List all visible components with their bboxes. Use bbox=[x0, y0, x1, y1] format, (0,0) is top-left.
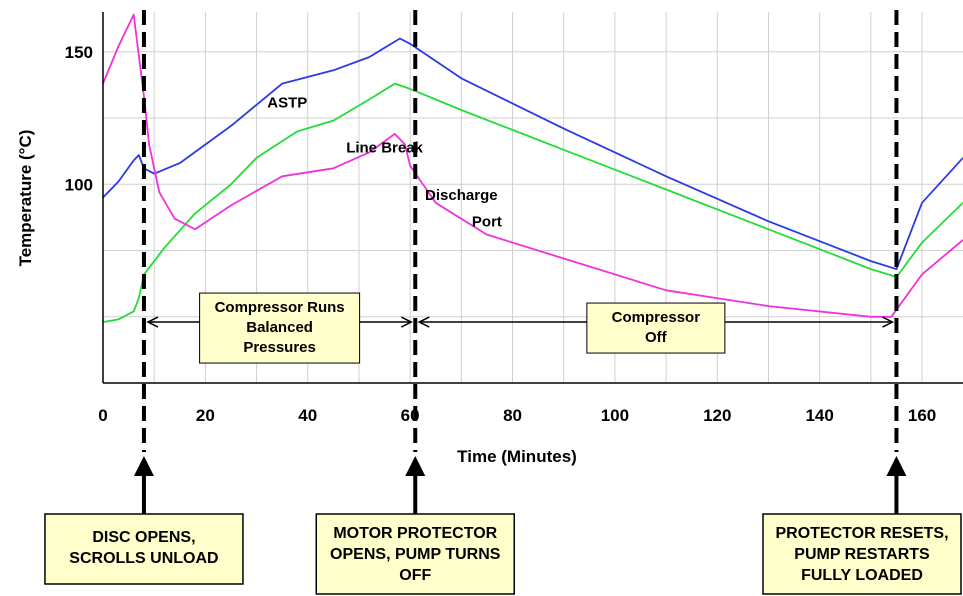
arrow-head bbox=[417, 316, 430, 328]
arrow-head bbox=[882, 316, 895, 328]
x-tick-label: 100 bbox=[601, 406, 629, 425]
series-labels: ASTP Line Break Discharge Port bbox=[267, 94, 502, 230]
span-annotations: Compressor Runs Balanced Pressures Compress… bbox=[146, 292, 895, 364]
grid bbox=[102, 12, 963, 383]
annotation-box bbox=[44, 513, 244, 585]
annotation-text: FULLY LOADED bbox=[801, 567, 923, 584]
up-arrow-head bbox=[886, 456, 907, 476]
span-box-text: Compressor bbox=[612, 309, 701, 326]
series-label: Port bbox=[472, 214, 502, 231]
annotation-text: DISC OPENS, bbox=[92, 529, 195, 546]
event-lines bbox=[141, 10, 899, 452]
series-label: ASTP bbox=[267, 94, 307, 111]
series-label: Discharge bbox=[425, 187, 498, 204]
series-line-2 bbox=[102, 82, 963, 323]
annotation-text: PROTECTOR RESETS, bbox=[775, 525, 948, 542]
x-tick-label: 140 bbox=[805, 406, 833, 425]
x-tick-label: 20 bbox=[196, 406, 215, 425]
series-line-3 bbox=[102, 13, 963, 318]
y-tick-label: 150 bbox=[65, 43, 93, 62]
arrow-head bbox=[146, 316, 159, 328]
annotation-box bbox=[315, 513, 516, 595]
series-label: Line Break bbox=[346, 139, 423, 156]
annotation-text: PUMP RESTARTS bbox=[794, 546, 930, 563]
up-arrow-head bbox=[133, 456, 154, 476]
span-box-text: Balanced bbox=[246, 319, 313, 336]
span-box-text: Off bbox=[645, 329, 668, 346]
series-line-1 bbox=[102, 37, 963, 271]
y-axis-label: Temperature (°C) bbox=[16, 130, 35, 267]
x-tick-label: 120 bbox=[703, 406, 731, 425]
x-tick-label: 0 bbox=[98, 406, 107, 425]
x-axis-label: Time (Minutes) bbox=[457, 447, 577, 466]
annotation-text: MOTOR PROTECTOR bbox=[333, 525, 497, 542]
series-lines bbox=[102, 13, 963, 323]
x-tick-label: 80 bbox=[503, 406, 522, 425]
up-arrow-head bbox=[405, 456, 426, 476]
span-box-text: Pressures bbox=[243, 339, 316, 356]
span-box bbox=[199, 292, 361, 364]
x-tick-label: 160 bbox=[908, 406, 936, 425]
annotation-box bbox=[762, 513, 962, 595]
event-annotations: DISC OPENS, SCROLLS UNLOAD MOTOR PROTECTOR… bbox=[44, 456, 962, 595]
x-tick-label: 40 bbox=[298, 406, 317, 425]
span-box-text: Compressor Runs bbox=[215, 299, 345, 316]
annotation-text: SCROLLS UNLOAD bbox=[69, 550, 218, 567]
annotation-text: OFF bbox=[399, 567, 431, 584]
arrow-head bbox=[400, 316, 413, 328]
y-tick-label: 100 bbox=[65, 175, 93, 194]
span-box bbox=[586, 302, 726, 354]
annotation-text: OPENS, PUMP TURNS bbox=[330, 546, 501, 563]
